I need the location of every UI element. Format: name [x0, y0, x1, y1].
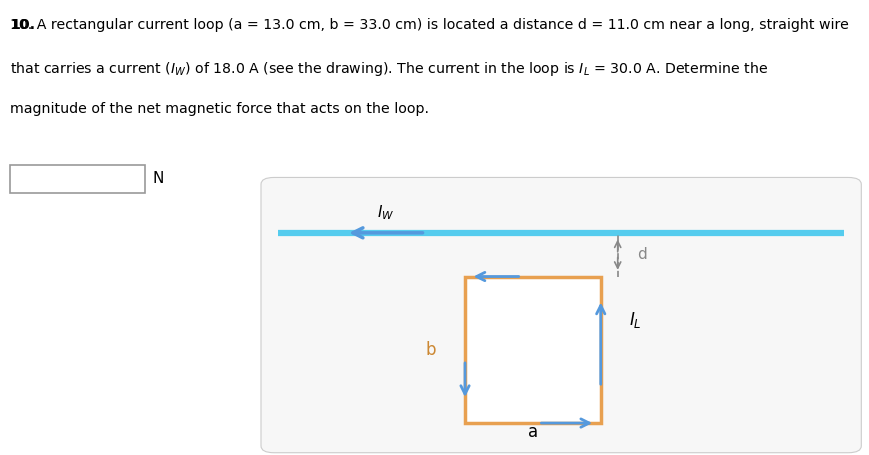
Text: $I_W$: $I_W$: [377, 203, 394, 222]
Text: 10.: 10.: [10, 18, 36, 32]
Text: that carries a current ($I_W$) of 18.0 A (see the drawing). The current in the l: that carries a current ($I_W$) of 18.0 A…: [10, 60, 767, 78]
Text: 10. A rectangular current loop (a = 13.0 cm, b = 33.0 cm) is located a distance : 10. A rectangular current loop (a = 13.0…: [10, 18, 848, 32]
Text: d: d: [637, 247, 647, 262]
FancyBboxPatch shape: [261, 177, 860, 453]
Text: N: N: [152, 172, 163, 186]
Text: a: a: [527, 423, 537, 441]
Bar: [465, 277, 600, 423]
Text: magnitude of the net magnetic force that acts on the loop.: magnitude of the net magnetic force that…: [10, 102, 429, 116]
Text: $I_L$: $I_L$: [628, 310, 641, 330]
Bar: [10, 165, 145, 193]
Text: b: b: [425, 341, 436, 359]
